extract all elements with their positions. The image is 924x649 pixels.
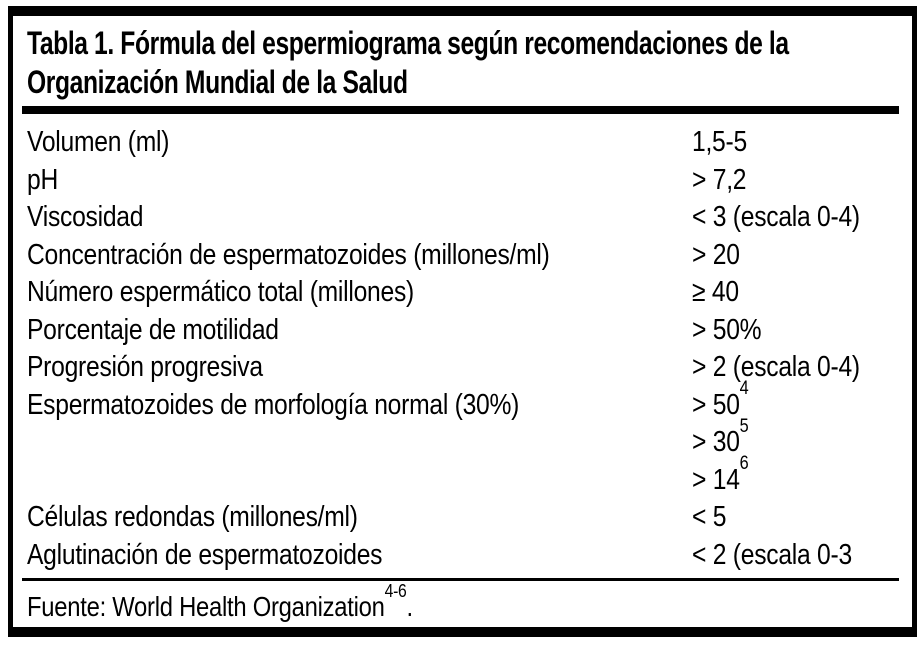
- table-title: Tabla 1. Fórmula del espermiograma según…: [27, 24, 898, 102]
- footer-separator-rule: [22, 578, 899, 581]
- reference-superscript: 6: [739, 453, 749, 475]
- table-row: Concentración de espermatozoides (millon…: [13, 237, 912, 275]
- row-label: Aglutinación de espermatozoides: [27, 538, 383, 571]
- table-row: Espermatozoides de morfología normal (30…: [13, 378, 912, 425]
- table-frame: Tabla 1. Fórmula del espermiograma según…: [8, 6, 917, 637]
- row-label: Número espermático total (millones): [27, 276, 414, 309]
- row-value: ≥ 40: [692, 276, 739, 309]
- row-value: > 50%: [692, 313, 762, 346]
- table-title-line2: Organización Mundial de la Salud: [27, 64, 408, 100]
- row-value: > 7,2: [692, 163, 747, 196]
- table-title-line1: Tabla 1. Fórmula del espermiograma según…: [27, 25, 789, 61]
- table-row: Volumen (ml) 1,5-5: [13, 124, 912, 162]
- row-label: Concentración de espermatozoides (millon…: [27, 238, 550, 271]
- table-row: Células redondas (millones/ml) < 5: [13, 499, 912, 537]
- row-value: > 146: [692, 453, 749, 496]
- table-row: > 146: [13, 453, 912, 500]
- row-label: Células redondas (millones/ml): [27, 501, 358, 534]
- title-separator-rule: [22, 106, 899, 114]
- table-row: > 305: [13, 415, 912, 462]
- table-row: Número espermático total (millones) ≥ 40: [13, 274, 912, 312]
- row-label: Viscosidad: [27, 201, 144, 234]
- row-value: > 2 (escala 0-4): [692, 351, 860, 384]
- row-label: pH: [27, 163, 59, 196]
- table-source-note: Fuente: World Health Organization4-6.: [27, 580, 413, 622]
- row-value: > 305: [692, 415, 749, 459]
- row-value: < 5: [692, 501, 727, 534]
- table-row: Viscosidad < 3 (escala 0-4): [13, 199, 912, 237]
- row-value: < 2 (escala 0-3: [692, 538, 852, 571]
- row-label: Porcentaje de motilidad: [27, 313, 279, 346]
- row-value: > 20: [692, 238, 740, 271]
- row-value: 1,5-5: [692, 126, 747, 159]
- row-label: [27, 464, 692, 497]
- reference-superscript: 4-6: [384, 580, 407, 602]
- reference-superscript: 5: [739, 415, 749, 437]
- table-body: Volumen (ml) 1,5-5 pH > 7,2 Viscosidad <…: [13, 124, 912, 574]
- table-row: pH > 7,2: [13, 162, 912, 200]
- table-row: Aglutinación de espermatozoides < 2 (esc…: [13, 537, 912, 575]
- table-row: Porcentaje de motilidad > 50%: [13, 312, 912, 350]
- reference-superscript: 4: [739, 378, 749, 400]
- row-label: Progresión progresiva: [27, 351, 263, 384]
- row-label: [27, 426, 692, 459]
- row-label: Volumen (ml): [27, 126, 170, 159]
- row-value: < 3 (escala 0-4): [692, 201, 860, 234]
- row-label: Espermatozoides de morfología normal (30…: [27, 388, 520, 421]
- row-value: > 504: [692, 378, 749, 421]
- table-row: Progresión progresiva > 2 (escala 0-4): [13, 349, 912, 387]
